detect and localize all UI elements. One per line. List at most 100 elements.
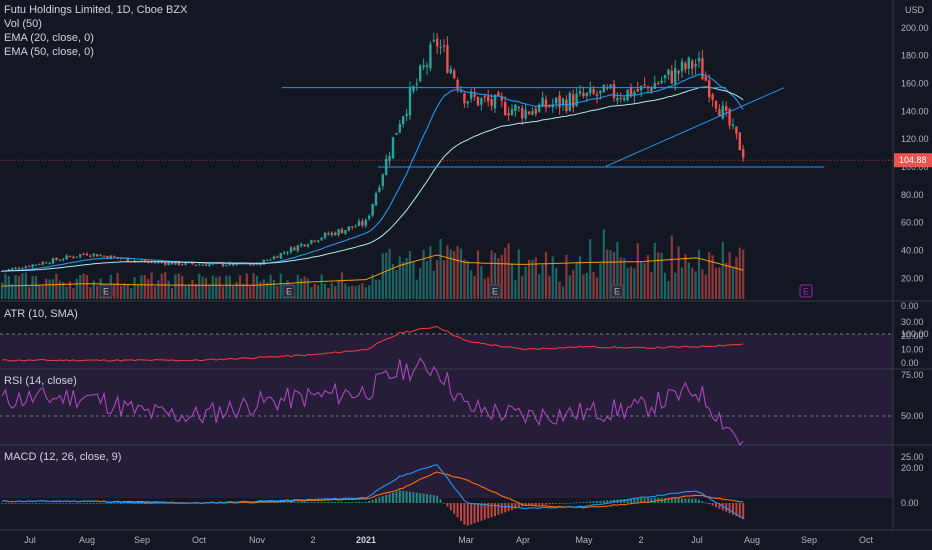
volume-bar bbox=[453, 251, 456, 299]
candle-body bbox=[582, 92, 585, 97]
volume-bar bbox=[235, 281, 238, 299]
vol-legend: Vol (50) bbox=[4, 18, 42, 30]
candle-body bbox=[493, 94, 497, 109]
macd-hist-bar bbox=[361, 501, 364, 503]
macd-hist-bar bbox=[436, 495, 439, 503]
macd-hist-bar bbox=[120, 503, 122, 504]
volume-bar bbox=[704, 274, 707, 299]
time-axis-label: Mar bbox=[458, 535, 474, 545]
macd-hist-bar bbox=[48, 503, 51, 504]
candle-body bbox=[636, 88, 639, 92]
earnings-marker-label: E bbox=[803, 287, 809, 297]
volume-bar bbox=[459, 248, 463, 299]
macd-hist-bar bbox=[725, 503, 728, 512]
macd-hist-bar bbox=[133, 503, 136, 504]
volume-bar bbox=[300, 278, 303, 299]
candle-body bbox=[330, 232, 333, 235]
volume-bar bbox=[436, 260, 439, 299]
candle-body bbox=[92, 253, 95, 256]
macd-hist-bar bbox=[534, 503, 537, 506]
macd-hist-bar bbox=[640, 497, 643, 503]
time-axis-label: May bbox=[575, 535, 593, 545]
candle-body bbox=[694, 63, 697, 67]
macd-hist-bar bbox=[354, 501, 357, 503]
candle-body bbox=[463, 93, 466, 104]
macd-hist-bar bbox=[704, 502, 707, 504]
candle-body bbox=[623, 98, 626, 100]
volume-bar bbox=[374, 279, 378, 299]
candle-body bbox=[381, 174, 384, 187]
candle-body bbox=[708, 80, 711, 98]
volume-bar bbox=[663, 272, 667, 299]
candle-body bbox=[337, 229, 340, 235]
macd-hist-bar bbox=[585, 501, 588, 503]
macd-hist-bar bbox=[674, 498, 677, 503]
macd-hist-bar bbox=[572, 502, 575, 504]
candle-body bbox=[187, 262, 191, 264]
volume-bar bbox=[368, 285, 371, 299]
volume-bar bbox=[449, 249, 452, 299]
macd-hist-bar bbox=[208, 502, 211, 504]
candle-body bbox=[300, 244, 303, 247]
candle-body bbox=[170, 262, 174, 265]
volume-bar bbox=[116, 272, 119, 299]
macd-hist-bar bbox=[337, 501, 340, 503]
candle-body bbox=[17, 267, 21, 269]
volume-bar bbox=[157, 280, 160, 299]
macd-hist-bar bbox=[38, 503, 41, 504]
candle-body bbox=[609, 84, 612, 87]
volume-bar bbox=[72, 288, 75, 299]
macd-hist-bar bbox=[303, 501, 306, 503]
volume-bar bbox=[38, 284, 41, 299]
candle-body bbox=[38, 264, 41, 266]
macd-hist-bar bbox=[735, 503, 738, 517]
macd-hist-bar bbox=[286, 501, 289, 503]
volume-bar bbox=[242, 283, 245, 299]
macd-hist-bar bbox=[334, 501, 337, 503]
volume-bar bbox=[687, 262, 690, 299]
candle-body bbox=[711, 94, 714, 100]
atr-tick-label: 0.00 bbox=[901, 358, 919, 368]
candle-body bbox=[663, 75, 667, 79]
macd-hist-bar bbox=[92, 503, 95, 504]
volume-bar bbox=[130, 288, 133, 299]
macd-hist-bar bbox=[432, 495, 435, 503]
price-tick-label: 60.00 bbox=[901, 218, 924, 228]
macd-hist-bar bbox=[732, 503, 734, 515]
candle-body bbox=[143, 260, 146, 262]
candle-body bbox=[191, 262, 194, 265]
macd-hist-bar bbox=[157, 503, 160, 504]
candle-body bbox=[612, 84, 616, 99]
volume-bar bbox=[96, 285, 99, 299]
macd-hist-bar bbox=[171, 503, 173, 504]
volume-bar bbox=[323, 283, 327, 299]
candle-body bbox=[558, 95, 561, 108]
candle-body bbox=[704, 76, 707, 81]
candle-body bbox=[510, 109, 514, 116]
volume-bar bbox=[133, 277, 136, 299]
macd-hist-bar bbox=[28, 503, 31, 504]
candle-body bbox=[398, 123, 401, 133]
volume-bar bbox=[568, 275, 571, 299]
volume-bar bbox=[266, 282, 269, 299]
macd-hist-bar bbox=[116, 503, 119, 504]
candle-body bbox=[204, 264, 208, 266]
volume-bar bbox=[75, 278, 78, 299]
macd-hist-bar bbox=[456, 503, 459, 518]
macd-hist-bar bbox=[698, 499, 700, 503]
candle-body bbox=[286, 252, 289, 254]
time-axis-label: Aug bbox=[744, 535, 760, 545]
candle-body bbox=[490, 99, 493, 106]
macd-hist-bar bbox=[606, 500, 609, 503]
candle-body bbox=[677, 70, 680, 74]
macd-hist-bar bbox=[269, 501, 272, 503]
volume-bar bbox=[272, 280, 276, 299]
volume-bar bbox=[517, 249, 520, 299]
macd-hist-bar bbox=[711, 503, 714, 506]
macd-hist-bar bbox=[630, 498, 632, 503]
macd-hist-bar bbox=[72, 503, 75, 504]
earnings-marker-label: E bbox=[492, 287, 498, 297]
candle-body bbox=[269, 259, 272, 261]
macd-hist-bar bbox=[650, 497, 653, 503]
